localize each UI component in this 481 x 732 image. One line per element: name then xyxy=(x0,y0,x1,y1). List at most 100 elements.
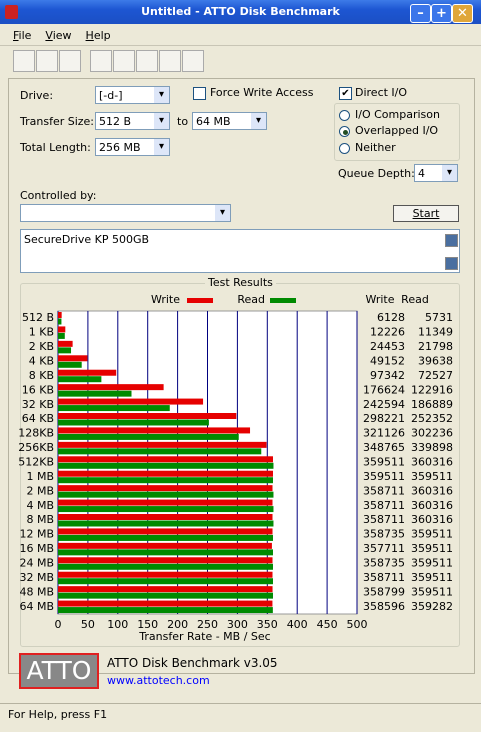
value-text: 339898 xyxy=(411,441,453,454)
bar xyxy=(58,398,204,405)
scroll-button[interactable] xyxy=(445,234,458,247)
value-text: 359511 xyxy=(411,542,453,555)
value-text: 348765 xyxy=(363,441,405,454)
bar xyxy=(58,441,267,448)
label: Direct I/O xyxy=(355,86,408,99)
x-tick-label: 50 xyxy=(81,618,95,631)
label: Overlapped I/O xyxy=(355,124,439,137)
value-text: 358799 xyxy=(363,585,405,598)
menu-item[interactable]: Help xyxy=(85,29,111,42)
bar xyxy=(58,456,273,463)
product-name: ATTO Disk Benchmark v3.05 xyxy=(107,656,278,670)
value-text: 359511 xyxy=(411,470,453,483)
neither-radio[interactable] xyxy=(339,143,350,154)
scroll-button[interactable] xyxy=(445,257,458,270)
row-label: 16 MB xyxy=(19,542,54,555)
close-button[interactable]: ✕ xyxy=(452,4,473,23)
value-text: 358735 xyxy=(363,528,405,541)
bar xyxy=(58,427,251,434)
legend-label: Read xyxy=(237,293,265,306)
start-button[interactable]: Start xyxy=(393,205,459,222)
controlled-by-select[interactable] xyxy=(20,204,231,222)
value-text: 359511 xyxy=(411,585,453,598)
value-text: 359282 xyxy=(411,600,453,613)
value-text: 186889 xyxy=(411,398,453,411)
label: Controlled by: xyxy=(20,189,97,202)
bar xyxy=(58,470,273,477)
label: Transfer Size: xyxy=(20,115,95,128)
maximize-button[interactable]: + xyxy=(431,4,452,23)
bar xyxy=(58,312,62,318)
x-tick-label: 100 xyxy=(107,618,128,631)
total-length-select[interactable]: 256 MB xyxy=(95,138,170,156)
row-label: 2 MB xyxy=(26,484,54,497)
bar xyxy=(58,506,274,513)
print-button[interactable] xyxy=(90,50,112,72)
website-link[interactable]: www.attotech.com xyxy=(107,674,210,687)
value-text: 358711 xyxy=(363,499,405,512)
bar xyxy=(58,376,102,383)
column-header: Write xyxy=(365,293,394,306)
bar xyxy=(58,332,65,339)
minimize-button[interactable]: – xyxy=(410,4,431,23)
direct-io-checkbox[interactable]: ✔ xyxy=(339,87,352,100)
row-label: 8 KB xyxy=(29,369,54,382)
transfer-to-select[interactable]: 64 MB xyxy=(192,112,267,130)
new-button[interactable] xyxy=(13,50,35,72)
save-button[interactable] xyxy=(59,50,81,72)
label: Drive: xyxy=(20,89,54,102)
value-text: 298221 xyxy=(363,412,405,425)
description-box[interactable]: SecureDrive KP 500GB xyxy=(20,229,460,273)
row-label: 128KB xyxy=(18,427,54,440)
legend-swatch xyxy=(270,298,296,303)
queue-depth-select[interactable]: 4 xyxy=(414,164,458,182)
bar xyxy=(58,448,262,455)
bar xyxy=(58,592,273,599)
menu-item[interactable]: View xyxy=(45,29,72,42)
context-help-button[interactable] xyxy=(182,50,204,72)
value-text: 358735 xyxy=(363,557,405,570)
preview-button[interactable] xyxy=(113,50,135,72)
bar xyxy=(58,355,88,362)
bar xyxy=(58,578,273,585)
drive-select[interactable]: [-d-] xyxy=(95,86,170,104)
bar xyxy=(58,586,273,593)
x-tick-label: 300 xyxy=(227,618,248,631)
label: to xyxy=(177,115,189,128)
column-header: Read xyxy=(401,293,429,306)
row-label: 64 KB xyxy=(22,412,54,425)
bar xyxy=(58,462,274,469)
io-comparison-radio[interactable] xyxy=(339,110,350,121)
label: Total Length: xyxy=(20,141,91,154)
x-tick-label: 200 xyxy=(167,618,188,631)
value-text: 360316 xyxy=(411,513,453,526)
bar xyxy=(58,491,274,498)
bar xyxy=(58,549,273,556)
x-tick-label: 350 xyxy=(257,618,278,631)
row-label: 1 KB xyxy=(29,326,54,339)
logo: ATTO xyxy=(19,653,99,689)
move-button[interactable] xyxy=(136,50,158,72)
value-text: 49152 xyxy=(370,355,405,368)
row-label: 256KB xyxy=(18,441,54,454)
row-label: 16 KB xyxy=(22,383,54,396)
value-text: 359511 xyxy=(411,557,453,570)
label: Queue Depth: xyxy=(338,167,415,180)
help-button[interactable] xyxy=(159,50,181,72)
force-write-checkbox[interactable] xyxy=(193,87,206,100)
row-label: 32 KB xyxy=(22,398,54,411)
menu-item[interactable]: File xyxy=(13,29,32,42)
transfer-from-select[interactable]: 512 B xyxy=(95,112,170,130)
open-button[interactable] xyxy=(36,50,58,72)
value-text: 359511 xyxy=(411,571,453,584)
row-label: 32 MB xyxy=(19,571,54,584)
value-text: 358711 xyxy=(363,513,405,526)
value-text: 360316 xyxy=(411,499,453,512)
menu-bar: File View Help xyxy=(13,29,125,42)
overlapped-io-radio[interactable] xyxy=(339,126,350,137)
bar xyxy=(58,326,66,333)
row-label: 1 MB xyxy=(26,470,54,483)
x-tick-label: 250 xyxy=(197,618,218,631)
bar xyxy=(58,340,73,347)
